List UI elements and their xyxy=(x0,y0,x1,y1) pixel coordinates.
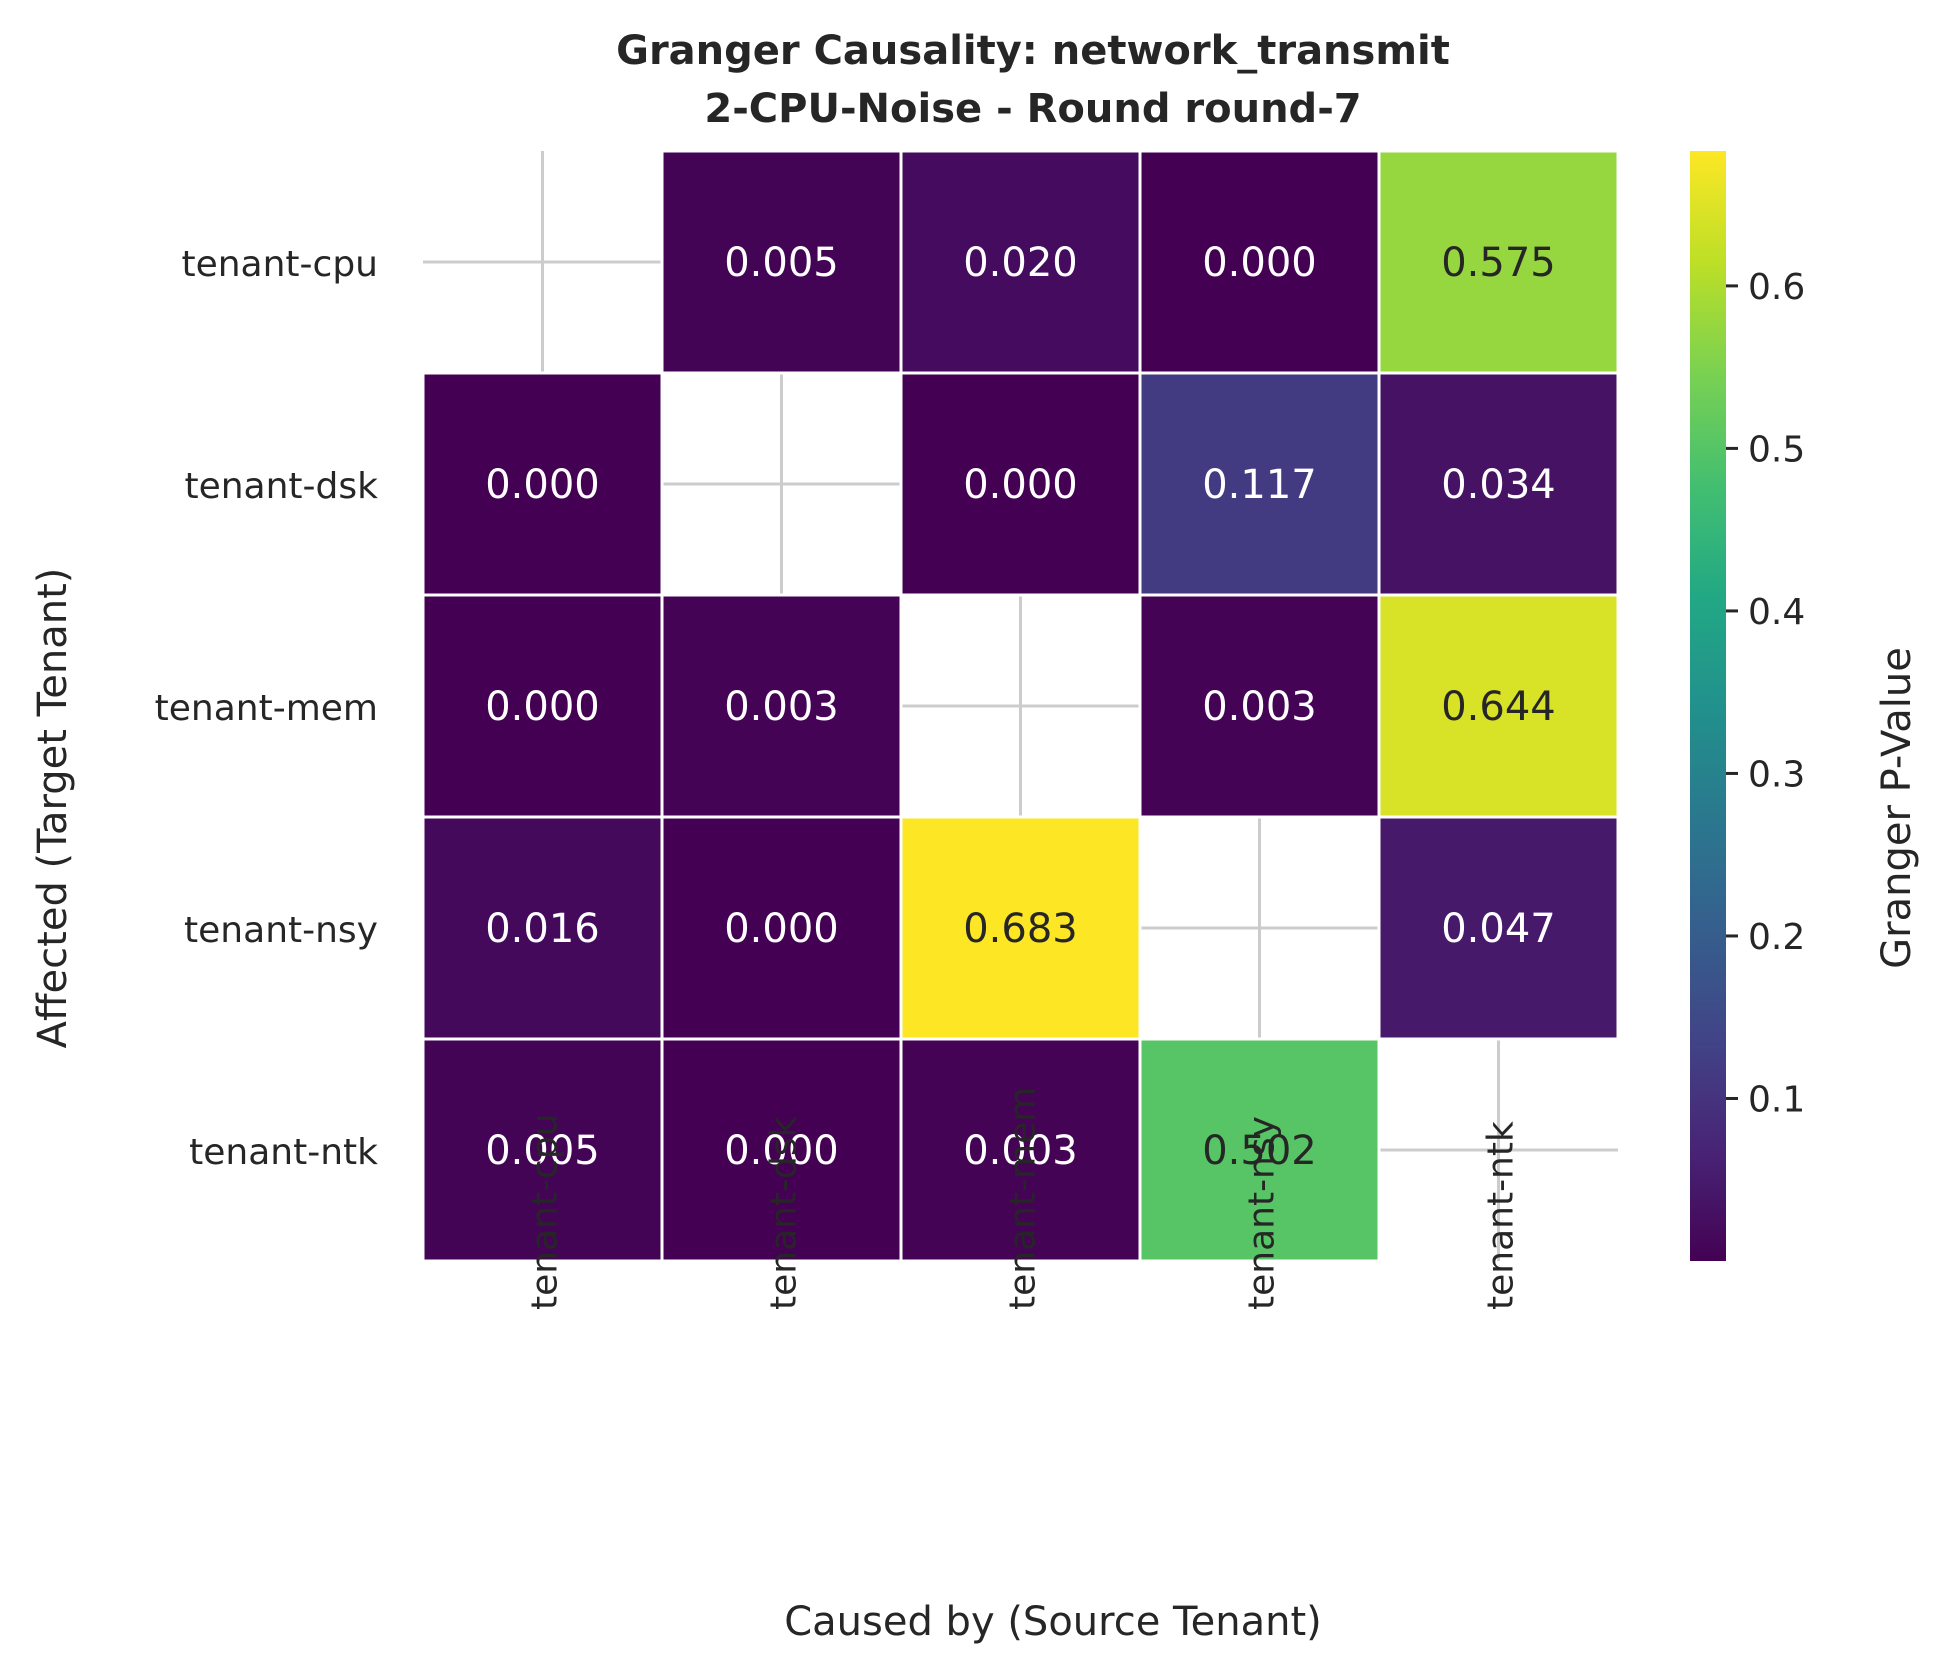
y-tick-label: tenant-mem xyxy=(155,688,378,729)
x-tick-labels: tenant-cpu tenant-dsk tenant-mem tenant-nsy… xyxy=(525,1087,1522,1310)
heatmap-cell xyxy=(1377,149,1620,375)
y-tick-label: tenant-nsy xyxy=(184,910,378,951)
heatmap-cell xyxy=(660,1037,903,1263)
heatmap-cell xyxy=(421,593,664,819)
heatmap-cell xyxy=(899,149,1142,375)
cell-value-label: 0.003 xyxy=(1202,684,1317,730)
colorbar-tick-label: 0.6 xyxy=(1748,267,1805,308)
chart-subtitle: 2-CPU-Noise - Round round-7 xyxy=(704,86,1361,132)
chart-title: Granger Causality: network_transmit xyxy=(616,28,1450,74)
heatmap-cell xyxy=(899,815,1142,1041)
cell-value-label: 0.683 xyxy=(963,906,1078,952)
cell-value-label: 0.000 xyxy=(1202,240,1317,286)
cell-value-label: 0.003 xyxy=(963,1128,1078,1174)
cell-value-label: 0.047 xyxy=(1441,906,1556,952)
y-axis-label: Affected (Target Tenant) xyxy=(30,568,76,1049)
cell-value-label: 0.034 xyxy=(1441,462,1556,508)
cell-value-label: 0.117 xyxy=(1202,462,1317,508)
heatmap-cell xyxy=(421,371,664,597)
y-tick-labels: tenant-cpu tenant-dsk tenant-mem tenant-nsy… xyxy=(155,244,379,1173)
colorbar-tick-label: 0.4 xyxy=(1748,592,1805,633)
cell-value-label: 0.644 xyxy=(1441,684,1556,730)
colorbar-tick-label: 0.3 xyxy=(1748,754,1805,795)
x-tick-label: tenant-dsk xyxy=(764,1116,805,1310)
cell-value-label: 0.502 xyxy=(1202,1128,1317,1174)
heatmap-cell xyxy=(1138,593,1381,819)
colorbar-tick-label: 0.1 xyxy=(1748,1079,1805,1120)
colorbar: 0.1 0.2 0.3 0.4 0.5 0.6 xyxy=(1690,151,1805,1261)
y-tick-label: tenant-dsk xyxy=(184,466,378,507)
cell-value-label: 0.000 xyxy=(485,684,600,730)
cell-value-label: 0.003 xyxy=(724,684,839,730)
heatmap-cell xyxy=(660,593,903,819)
y-tick-label: tenant-ntk xyxy=(189,1132,378,1173)
x-tick-label: tenant-mem xyxy=(1003,1087,1044,1310)
heatmap-cell xyxy=(899,1037,1142,1263)
heatmap-cell xyxy=(899,371,1142,597)
heatmap-cell xyxy=(1138,1037,1381,1263)
cell-value-label: 0.000 xyxy=(724,1128,839,1174)
heatmap-cells: 0.005 0.020 0.000 0.575 0.000 0.000 0.117 0.034… xyxy=(421,149,1620,1263)
heatmap-cell xyxy=(1377,815,1620,1041)
cell-value-label: 0.575 xyxy=(1441,240,1556,286)
heatmap-cell xyxy=(1377,371,1620,597)
cell-value-label: 0.000 xyxy=(724,906,839,952)
x-tick-label: tenant-cpu xyxy=(525,1113,566,1310)
cell-value-label: 0.005 xyxy=(485,1128,600,1174)
cell-value-label: 0.020 xyxy=(963,240,1078,286)
cell-value-label: 0.016 xyxy=(485,906,600,952)
heatmap-cell xyxy=(421,1037,664,1263)
colorbar-gradient xyxy=(1690,151,1726,1261)
x-tick-label: tenant-ntk xyxy=(1481,1121,1522,1310)
cell-value-label: 0.000 xyxy=(963,462,1078,508)
colorbar-tick-label: 0.5 xyxy=(1748,429,1805,470)
cell-value-label: 0.000 xyxy=(485,462,600,508)
colorbar-tick-label: 0.2 xyxy=(1748,917,1805,958)
heatmap-cell xyxy=(1138,371,1381,597)
cell-value-label: 0.005 xyxy=(724,240,839,286)
colorbar-label: Granger P-Value xyxy=(1874,647,1920,969)
x-axis-label: Caused by (Source Tenant) xyxy=(784,1599,1322,1645)
x-tick-label: tenant-nsy xyxy=(1242,1116,1283,1310)
heatmap-cell xyxy=(421,815,664,1041)
y-tick-label: tenant-cpu xyxy=(181,244,378,285)
